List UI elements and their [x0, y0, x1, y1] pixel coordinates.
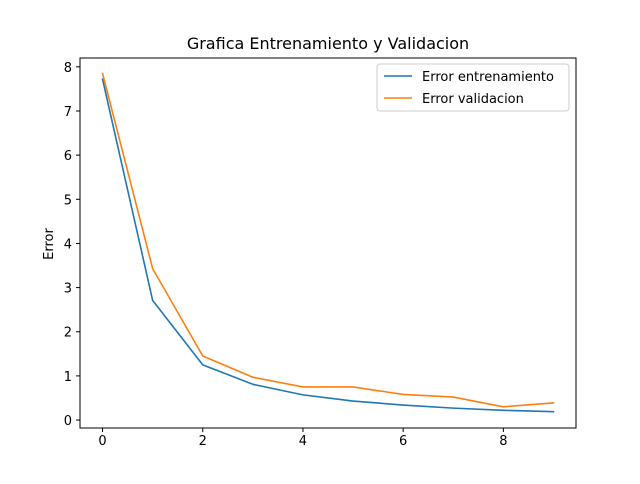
series-lines	[101, 72, 555, 413]
x-tick-label: 4	[299, 434, 307, 449]
y-tick-label: 4	[64, 237, 72, 252]
y-axis-ticks: 0 1 2 3 4 5 6 7 8	[64, 61, 80, 429]
y-tick-label: 5	[64, 193, 72, 208]
legend-box	[376, 63, 570, 112]
x-axis-ticks: 0 2 4 6 8	[98, 428, 507, 449]
legend-label: Error entrenamiento	[422, 70, 554, 85]
series-line-2	[101, 72, 555, 408]
chart-title: Grafica Entrenamiento y Validacion	[187, 34, 469, 53]
x-tick-label: 2	[199, 434, 207, 449]
y-tick-label: 2	[64, 326, 72, 341]
legend-label: Error validacion	[422, 92, 524, 107]
y-tick-label: 8	[64, 61, 72, 76]
x-tick-label: 0	[98, 434, 106, 449]
x-tick-label: 6	[399, 434, 407, 449]
y-tick-label: 1	[64, 370, 72, 385]
legend: Error entrenamiento Error validacion	[376, 63, 570, 112]
x-tick-label: 8	[499, 434, 507, 449]
plot-area-frame	[79, 57, 577, 429]
y-tick-label: 7	[64, 105, 72, 120]
y-tick-label: 3	[64, 282, 72, 297]
y-axis-label: Error	[42, 228, 57, 260]
series-line-1	[101, 78, 555, 413]
y-tick-label: 0	[64, 414, 72, 429]
y-tick-label: 6	[64, 149, 72, 164]
